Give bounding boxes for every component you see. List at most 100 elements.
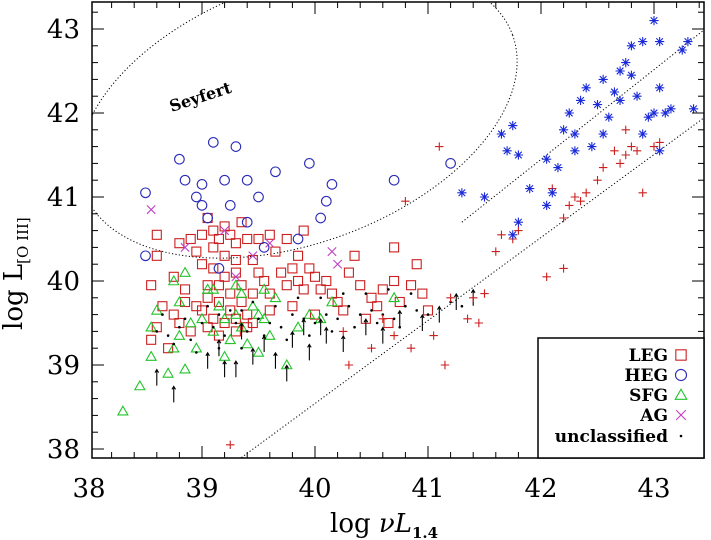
- unclassified-upper-limits-point-21-shape: [284, 364, 290, 382]
- unclassified-plus-point-2-shape: [339, 327, 348, 336]
- leg-point-91: [383, 317, 394, 329]
- leg-point-13: [163, 343, 174, 354]
- unclassified-upper-limits-point-17: [453, 292, 459, 310]
- x-tick-label-5: 43: [637, 474, 670, 504]
- leg-point-51: [276, 267, 287, 278]
- unclassified-point-1-shape: [166, 334, 170, 337]
- sfg-point-20: [246, 300, 259, 311]
- sfg-point-4-shape: [150, 304, 163, 315]
- unclassified-upper-limits-point-15: [420, 313, 425, 331]
- unclassified-point-15: [325, 313, 328, 316]
- unclassified-point-40-shape: [240, 309, 243, 312]
- leg-point-68: [366, 292, 377, 303]
- unclassified-upper-limits-point-10: [324, 326, 329, 344]
- unclassified-upper-limits-point-23-shape: [318, 318, 323, 336]
- leg-point-5: [180, 284, 191, 295]
- sfg-point-8-shape: [179, 363, 191, 374]
- leg-point-25: [219, 250, 230, 261]
- unclassified-asterisk-point-26: [638, 129, 648, 139]
- unclassified-asterisk-point-43: [615, 95, 625, 105]
- unclassified-plus-point-17-shape: [497, 230, 506, 239]
- leg-point-61: [315, 284, 326, 295]
- unclassified-point-0-shape: [155, 330, 159, 333]
- leg-point-2: [185, 233, 196, 245]
- leg-point-86-shape: [287, 301, 298, 312]
- leg-point-27: [196, 259, 208, 270]
- unclassified-plus-point-12-shape: [463, 314, 472, 323]
- unclassified-asterisk-point-30-shape: [638, 37, 648, 47]
- sfg-point-12-shape: [201, 283, 214, 294]
- unclassified-asterisk-point-25-shape: [632, 91, 642, 101]
- sfg-point-16-shape: [224, 333, 237, 345]
- unclassified-asterisk-point-21: [609, 87, 620, 97]
- sfg-point-0: [116, 405, 129, 416]
- unclassified-asterisk-point-37: [542, 200, 552, 210]
- unclassified-plus-point-30-shape: [610, 146, 619, 155]
- unclassified-asterisk-point-19: [598, 74, 608, 84]
- unclassified-plus-point-4-shape: [378, 314, 387, 323]
- leg-point-56-shape: [270, 246, 281, 257]
- heg-point-22: [292, 233, 304, 245]
- unclassified-upper-limits-point-9: [307, 343, 312, 361]
- heg-point-19: [213, 263, 225, 274]
- unclassified-asterisk-point-20-shape: [604, 112, 614, 122]
- heg-point-4-shape: [207, 137, 219, 148]
- unclassified-point-2-shape: [178, 325, 181, 329]
- leg-point-1: [174, 238, 185, 249]
- unclassified-asterisk-point-0-shape: [457, 188, 467, 198]
- unclassified-asterisk-point-1: [479, 192, 490, 202]
- heg-point-0: [140, 187, 151, 199]
- leg-point-48: [253, 267, 264, 278]
- unclassified-asterisk-point-3-shape: [502, 146, 512, 156]
- unclassified-upper-limits-point-11-shape: [340, 334, 346, 352]
- unclassified-asterisk-point-8: [525, 184, 535, 194]
- unclassified-point-11-shape: [279, 325, 283, 329]
- unclassified-upper-limits-point-20-shape: [239, 322, 244, 340]
- leg-point-62: [321, 275, 332, 287]
- leg-point-81-shape: [191, 246, 202, 257]
- unclassified-plus-point-4: [378, 314, 387, 323]
- unclassified-point-1: [166, 334, 170, 337]
- unclassified-asterisk-point-21-shape: [609, 87, 620, 97]
- sfg-point-39: [258, 283, 271, 294]
- heg-point-20-shape: [241, 216, 253, 228]
- leg-point-85: [264, 305, 275, 316]
- unclassified-asterisk-point-32: [655, 37, 665, 47]
- leg-point-8: [168, 309, 179, 320]
- unclassified-point-35: [341, 292, 345, 295]
- sfg-point-15-shape: [218, 312, 231, 324]
- heg-point-23: [315, 212, 327, 224]
- unclassified-plus-point-19: [514, 226, 523, 235]
- leg-point-77: [253, 233, 264, 245]
- unclassified-point-37-shape: [387, 288, 390, 291]
- unclassified-point-32: [274, 304, 277, 308]
- leg-point-83: [202, 280, 213, 291]
- unclassified-upper-limits-point-7: [273, 351, 278, 369]
- leg-point-74-shape: [411, 259, 422, 270]
- heg-point-2: [179, 174, 191, 186]
- unclassified-asterisk-point-41: [666, 104, 676, 114]
- unclassified-asterisk-point-16: [581, 83, 591, 93]
- unclassified-plus-point-11: [446, 293, 455, 302]
- legend-label-ag: AG: [639, 406, 668, 426]
- unclassified-point-31: [251, 300, 255, 304]
- heg-point-17: [202, 212, 213, 224]
- sfg-point-31-shape: [167, 274, 180, 286]
- unclassified-plus-point-31: [615, 159, 625, 168]
- leg-point-18: [213, 233, 224, 245]
- leg-point-67: [355, 280, 366, 291]
- leg-point-75: [417, 288, 428, 299]
- sfg-point-15: [218, 312, 231, 324]
- unclassified-plus-point-14: [474, 318, 484, 328]
- unclassified-plus-point-25: [570, 192, 580, 202]
- unclassified-asterisk-point-9: [542, 154, 552, 164]
- legend-marker-sfg: [674, 388, 688, 400]
- unclassified-point-44: [330, 330, 334, 333]
- sfg-point-33-shape: [207, 283, 220, 294]
- x-axis-title-main: νL: [379, 509, 412, 539]
- unclassified-point-27-shape: [161, 313, 164, 316]
- unclassified-upper-limits-point-1: [171, 385, 177, 403]
- leg-point-80-shape: [298, 225, 309, 236]
- unclassified-asterisk-point-24-shape: [626, 70, 636, 80]
